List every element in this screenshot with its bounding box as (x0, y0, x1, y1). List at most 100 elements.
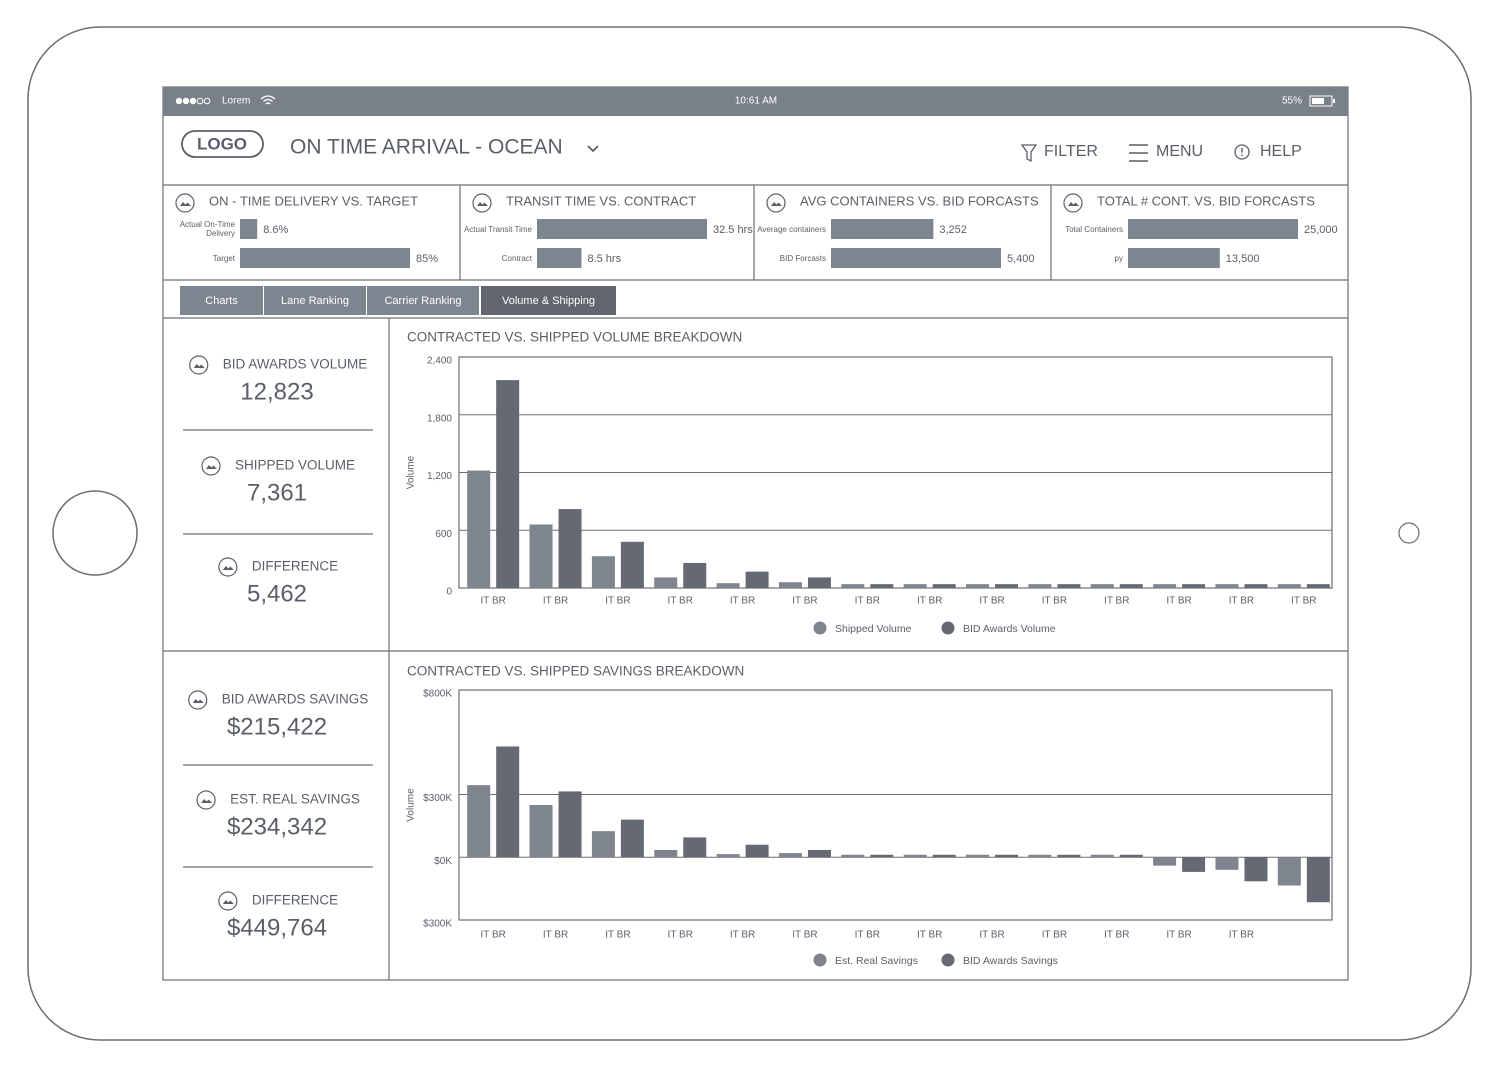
bar (591, 556, 615, 588)
bar (807, 849, 831, 858)
image-icon-glyph (1068, 202, 1079, 206)
image-icon (1063, 193, 1083, 213)
image-icon-glyph (205, 465, 217, 469)
kpi-value: 3,252 (939, 224, 967, 236)
y-tick-label: 1,800 (427, 413, 452, 424)
bar (745, 844, 769, 858)
legend-swatch (941, 953, 955, 967)
kpi-value: 8.6% (263, 224, 288, 236)
bar (1306, 584, 1330, 588)
bar (716, 854, 740, 858)
filter-icon[interactable] (1020, 144, 1038, 163)
kpi-row-label: Contract (501, 253, 532, 263)
image-icon (766, 193, 786, 213)
page-title[interactable]: ON TIME ARRIVAL - OCEAN (290, 136, 563, 159)
bar (558, 791, 582, 858)
bar (903, 854, 927, 858)
image-icon-glyph (180, 202, 191, 206)
image-icon-glyph (222, 566, 234, 570)
tab[interactable] (481, 286, 616, 315)
menu-icon[interactable] (1129, 144, 1148, 162)
bar (807, 577, 831, 588)
logo[interactable]: LOGO (197, 134, 247, 153)
image-icon (189, 355, 209, 375)
tab[interactable] (180, 286, 263, 315)
x-tick-label: IT BR (605, 596, 630, 607)
battery-fill (1312, 98, 1324, 104)
dividers (163, 184, 1348, 980)
kpi-row-label: Average containers (757, 224, 826, 234)
bar (496, 746, 520, 858)
tab-label[interactable]: Lane Ranking (281, 295, 349, 307)
x-tick-label: IT BR (979, 930, 1004, 941)
bar (1057, 584, 1081, 588)
kpi-value: 8.5 hrs (587, 253, 621, 265)
bar (841, 854, 865, 858)
title-chevron[interactable] (587, 145, 599, 153)
tab[interactable] (367, 286, 479, 315)
kpi-value: 13,500 (1226, 253, 1260, 265)
kpi-row-label-box: Total Containers (1065, 225, 1123, 234)
kpi-value: 5,400 (1007, 253, 1035, 265)
kpi-bar (537, 248, 582, 268)
kpi-row-label-box: py (1115, 254, 1123, 263)
bar (1244, 584, 1268, 588)
bar (1119, 584, 1143, 588)
x-tick-label: IT BR (1166, 596, 1191, 607)
bar (995, 584, 1019, 588)
stat-value: $449,764 (227, 914, 327, 941)
kpi-row-label-box: Actual On-Time Delivery (180, 220, 235, 238)
bar (620, 819, 644, 858)
x-tick-label: IT BR (543, 930, 568, 941)
kpi-bar (831, 248, 1001, 268)
image-icon-glyph (771, 202, 782, 206)
bar (995, 854, 1019, 858)
x-tick-label: IT BR (605, 930, 630, 941)
bar (591, 831, 615, 858)
status-bar (163, 87, 1348, 116)
x-tick-label: IT BR (1229, 930, 1254, 941)
bar (778, 582, 802, 588)
clock: 10:61 AM (735, 96, 777, 107)
nav-item[interactable]: MENU (1156, 143, 1203, 160)
x-tick-label: IT BR (792, 596, 817, 607)
logo-frame[interactable] (181, 130, 264, 158)
bar (932, 854, 956, 858)
y-tick-label: 0 (446, 587, 452, 598)
kpi-row-label-box: Actual Transit Time (464, 225, 532, 234)
x-tick-label: IT BR (730, 596, 755, 607)
kpi-row-label-box: Contract (501, 253, 532, 263)
nav-item[interactable]: FILTER (1044, 143, 1098, 160)
bar (932, 584, 956, 588)
image-icon-glyph (201, 799, 213, 803)
help-icon[interactable] (1234, 144, 1250, 160)
bar (903, 584, 927, 588)
kpi-bar (240, 219, 258, 239)
x-tick-label: IT BR (1042, 930, 1067, 941)
home-button[interactable] (52, 490, 138, 576)
x-tick-label: IT BR (917, 596, 942, 607)
legend-label: Est. Real Savings (835, 955, 918, 967)
bar (558, 509, 582, 588)
bar (1028, 584, 1052, 588)
bar (870, 854, 894, 858)
kpi-title: TRANSIT TIME VS. CONTRACT (506, 193, 696, 208)
x-tick-label: IT BR (1104, 930, 1129, 941)
nav-item[interactable]: HELP (1260, 143, 1302, 160)
image-icon-glyph (192, 699, 204, 703)
bar (1215, 857, 1239, 870)
bar (1306, 857, 1330, 903)
tab[interactable] (264, 286, 366, 315)
y-tick-label: 2,400 (427, 356, 452, 367)
bar (1277, 857, 1301, 886)
bar (529, 805, 553, 858)
tab-label[interactable]: Volume & Shipping (502, 295, 595, 307)
kpi-title: TOTAL # CONT. VS. BID FORCASTS (1097, 193, 1315, 208)
image-icon (472, 193, 492, 213)
signal-dots (175, 97, 211, 105)
bar (1119, 854, 1143, 858)
stat-value: 5,462 (247, 580, 307, 607)
tab-label[interactable]: Charts (205, 295, 238, 307)
tab-label[interactable]: Carrier Ranking (384, 295, 461, 307)
